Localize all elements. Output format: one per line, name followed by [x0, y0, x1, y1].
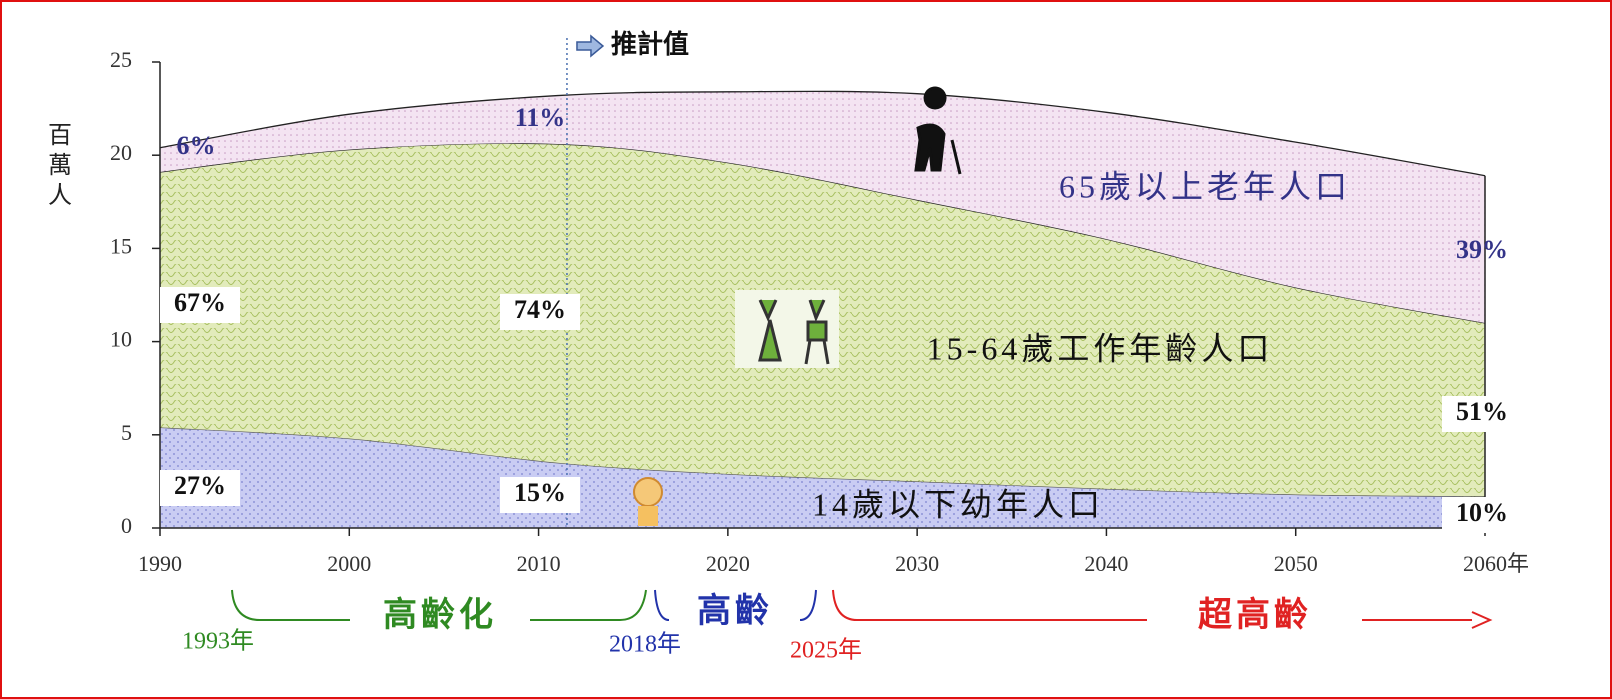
share-label-bg: [160, 470, 240, 506]
y-tick-label: 20: [110, 140, 132, 165]
x-tick-label: 2020: [706, 551, 750, 576]
child-body: [638, 506, 658, 526]
area: [160, 427, 1485, 528]
y-tick-label: 0: [121, 513, 132, 538]
share-label: 11%: [515, 103, 566, 132]
x-tick-label: 2000: [327, 551, 371, 576]
x-tick-label: 2060年: [1463, 551, 1529, 576]
y-tick-label: 25: [110, 47, 132, 72]
share-label-bg: [1442, 497, 1522, 533]
phase-start: 2025年: [790, 637, 862, 664]
share-label: 67%: [174, 288, 226, 317]
projection-label: 推計值: [611, 29, 689, 59]
phase-start: 2018年: [609, 631, 681, 658]
phase-label: 高齡化: [383, 596, 497, 634]
phase-brace: [832, 589, 1472, 621]
area: [160, 91, 1485, 323]
phase-label: 超高齡: [1198, 596, 1312, 634]
y-axis-label: 百萬人: [43, 122, 70, 212]
share-label: 51%: [1456, 397, 1508, 426]
series-name: 14歲以下幼年人口: [812, 486, 1104, 522]
x-tick-label: 2030: [895, 551, 939, 576]
y-tick-label: 15: [110, 233, 132, 258]
phase-label: 高齡: [697, 592, 773, 630]
x-tick-label: 2040: [1084, 551, 1128, 576]
share-label-bg: [1442, 396, 1522, 432]
share-label: 27%: [174, 471, 226, 500]
elder-icon: [914, 86, 962, 175]
series-name: 65歲以上老年人口: [1059, 168, 1351, 204]
share-label-bg: [500, 294, 580, 330]
projection-arrow: [576, 34, 605, 58]
area-edge: [159, 90, 1486, 177]
share-label-bg: [160, 287, 240, 323]
share-label: 39%: [1456, 235, 1508, 264]
phase-arrow: [1471, 611, 1493, 629]
child-icon: [633, 477, 663, 507]
y-tick-label: 5: [121, 420, 132, 445]
foreground: 0 5 10 15 20 25 1990 2000 2010 2020 2030 2040 2050 20…: [43, 29, 1529, 664]
phase-start: 1993年: [182, 628, 254, 655]
share-label-bg: [500, 477, 580, 513]
share-label: 15%: [514, 478, 566, 507]
phase-brace: [231, 589, 647, 621]
phase-brace: [654, 589, 817, 621]
series-name: 15-64歲工作年齡人口: [927, 330, 1274, 366]
share-label: 6%: [177, 131, 216, 160]
x-tick-label: 1990: [138, 551, 182, 576]
worker-figures: [758, 299, 830, 365]
y-tick-label: 10: [110, 327, 132, 352]
x-tick-label: 2050: [1274, 551, 1318, 576]
x-tick-label: 2010: [517, 551, 561, 576]
share-label: 74%: [514, 295, 566, 324]
share-label: 10%: [1456, 498, 1508, 527]
